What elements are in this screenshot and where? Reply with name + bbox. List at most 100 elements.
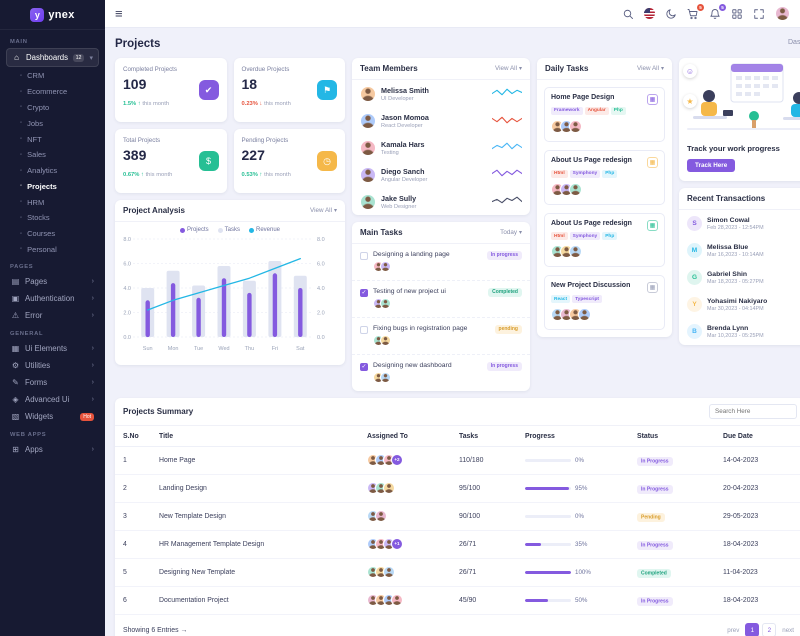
authentication-icon: ▣: [11, 294, 20, 304]
team-member-row[interactable]: Jake Sully Web Designer: [352, 188, 530, 215]
transaction-date: Feb 28,2023 - 12:54PM: [707, 224, 764, 231]
progress-bar: 0%: [525, 457, 621, 464]
utilities-icon: ⚙: [11, 361, 20, 371]
transaction-row[interactable]: B Brenda Lynn Mar 10,2023 - 05:25PM: [679, 318, 800, 345]
avatar-image: [775, 6, 790, 21]
table-footer: Showing 6 Entries → prev 1 2 next: [115, 615, 800, 636]
table-header-row: S.No Title Assigned To Tasks Progress Status D…: [115, 426, 800, 447]
cell-title: HR Management Template Design: [151, 530, 359, 559]
cart-icon[interactable]: 5: [687, 3, 704, 20]
daily-task[interactable]: About Us Page redesign Html Symphony Php ▦: [544, 149, 665, 205]
theme-moon-icon[interactable]: [665, 8, 677, 20]
analysis-view-all-button[interactable]: View All ▾: [310, 207, 337, 214]
team-member-row[interactable]: Kamala Hars Testing: [352, 134, 530, 161]
breadcrumb[interactable]: Dashboards / Projects: [788, 39, 800, 46]
cell-status: In Progress: [629, 474, 715, 503]
main-tasks-range-button[interactable]: Today ▾: [500, 229, 522, 236]
sidebar-item-advanced-ui[interactable]: ◈ Advanced Ui ›: [12, 395, 94, 405]
sidebar-subitem-hrm[interactable]: ◦ HRM: [20, 197, 45, 207]
notifications-icon[interactable]: 5: [709, 3, 726, 20]
progress-bar: 100%: [525, 569, 621, 576]
transaction-row[interactable]: Y Yohasimi Nakiyaro Mar 30,2023 - 04:14PM: [679, 291, 800, 318]
sidebar-item-utilities[interactable]: ⚙ Utilities ›: [11, 361, 94, 371]
task-checkbox[interactable]: ✓: [360, 288, 368, 297]
daily-task[interactable]: Home Page Design Framework Angular Php ▦: [544, 87, 665, 142]
sidebar-item-error[interactable]: ⚠ Error ›: [11, 311, 94, 321]
transaction-row[interactable]: S Simon Cowal Feb 28,2023 - 12:54PM: [679, 210, 800, 237]
user-avatar[interactable]: [775, 6, 790, 21]
search-input[interactable]: [709, 404, 797, 419]
daily-task[interactable]: About Us Page redesign Html Symphony Php ▦: [544, 212, 665, 268]
cell-due-date: 14-04-2023: [715, 446, 800, 475]
team-view-all-button[interactable]: View All ▾: [495, 65, 522, 72]
task-action-icon[interactable]: ▦: [647, 156, 658, 168]
work-progress-card: ☺ ★ Track your work progress Track Here: [679, 58, 800, 181]
apps-grid-icon[interactable]: [731, 8, 743, 20]
task-tag: Php: [602, 232, 618, 241]
country-flag-icon[interactable]: [644, 8, 655, 19]
task-checkbox[interactable]: ✓: [360, 362, 368, 371]
page-button-1[interactable]: 1: [745, 623, 760, 636]
main-task-row: Fixing bugs in registration page pending: [352, 318, 530, 355]
sidebar-subitem-jobs[interactable]: ◦ Jobs: [20, 118, 43, 128]
arrow-right-icon[interactable]: →: [180, 626, 188, 634]
sidebar-item-authentication[interactable]: ▣ Authentication ›: [11, 294, 94, 304]
team-member-row[interactable]: Diego Sanch Angular Developer: [352, 161, 530, 188]
chevron-down-icon: ▾: [333, 208, 337, 214]
task-checkbox[interactable]: [360, 251, 368, 260]
legend-item[interactable]: Revenue: [249, 227, 280, 233]
page-button-next[interactable]: next: [782, 626, 794, 634]
task-status-badge: pending: [494, 324, 522, 334]
task-tag: Symphony: [569, 169, 601, 178]
status-badge: In Progress: [637, 484, 673, 494]
sidebar-item-dashboards[interactable]: ⌂ Dashboards 12 ▾: [6, 48, 99, 67]
legend-item[interactable]: Projects: [179, 227, 209, 233]
total-projects-card: Total Projects 389 0.67% ↑ this month $: [115, 129, 227, 193]
team-member-row[interactable]: Melissa Smith UI Developer: [352, 80, 530, 107]
search-icon[interactable]: [622, 8, 634, 20]
legend-item[interactable]: Tasks: [217, 227, 240, 233]
chevron-icon: ▾: [89, 54, 93, 62]
sidebar-subitem-nft[interactable]: ◦ NFT: [20, 134, 42, 144]
brand-logo[interactable]: y ynex: [0, 0, 105, 30]
sidebar-subitem-stocks[interactable]: ◦ Stocks: [20, 213, 50, 223]
task-action-icon[interactable]: ▦: [647, 219, 658, 231]
sidebar-subitem-analytics[interactable]: ◦ Analytics: [20, 166, 58, 176]
member-sparkline: [491, 114, 523, 127]
sidebar-subitem-projects[interactable]: ◦ Projects: [20, 181, 57, 191]
sidebar-item-pages[interactable]: ▤ Pages ›: [11, 277, 94, 287]
task-checkbox[interactable]: [360, 325, 368, 334]
pages-icon: ▤: [11, 277, 20, 287]
stat-label: Pending Projects: [241, 137, 289, 144]
team-member-row[interactable]: Jason Momoa React Developer: [352, 107, 530, 134]
sidebar-subitem-ecommerce[interactable]: ◦ Ecommerce: [20, 87, 68, 97]
sidebar-item-forms[interactable]: ✎ Forms ›: [12, 378, 94, 388]
transaction-row[interactable]: G Gabriel Shin Mar 18,2023 - 05:27PM: [679, 264, 800, 291]
task-action-icon[interactable]: ▦: [647, 94, 658, 105]
error-icon: ⚠: [11, 311, 20, 321]
fullscreen-icon[interactable]: [753, 8, 765, 20]
table-showing-label: Showing 6 Entries →: [123, 626, 188, 634]
sidebar-item-widgets[interactable]: ▧ Widgets Hot: [6, 408, 99, 425]
sidebar-subitem-crypto[interactable]: ◦ Crypto: [20, 102, 50, 112]
bullet-icon: ◦: [20, 246, 23, 253]
transaction-date: Mar 30,2023 - 04:14PM: [707, 305, 764, 312]
menu-toggle-icon[interactable]: ≡: [115, 6, 123, 21]
page-button-prev[interactable]: prev: [727, 626, 740, 634]
sidebar-subitem-personal[interactable]: ◦ Personal: [20, 244, 57, 254]
track-here-button[interactable]: Track Here: [687, 159, 736, 172]
stat-delta: 0.23% ↓: [241, 101, 263, 107]
sidebar-subitem-crm[interactable]: ◦ CRM: [20, 71, 45, 81]
transaction-row[interactable]: M Melissa Blue Mar 16,2023 - 10:14AM: [679, 237, 800, 264]
task-action-icon[interactable]: ▦: [647, 282, 658, 294]
sidebar-subitem-courses[interactable]: ◦ Courses: [20, 229, 56, 239]
bullet-icon: ◦: [20, 136, 23, 143]
sidebar-subitem-sales[interactable]: ◦ Sales: [20, 150, 46, 160]
page-button-2[interactable]: 2: [762, 623, 777, 636]
sidebar-item-apps[interactable]: ⊞ Apps ›: [12, 445, 94, 455]
sidebar-item-ui-elements[interactable]: ▦ Ui Elements ›: [11, 344, 94, 354]
chevron-icon: ›: [91, 379, 94, 387]
svg-text:8.0: 8.0: [123, 237, 131, 243]
daily-view-all-button[interactable]: View All ▾: [637, 65, 664, 72]
daily-task[interactable]: New Project Discussion React Typescript ▦: [544, 275, 665, 330]
